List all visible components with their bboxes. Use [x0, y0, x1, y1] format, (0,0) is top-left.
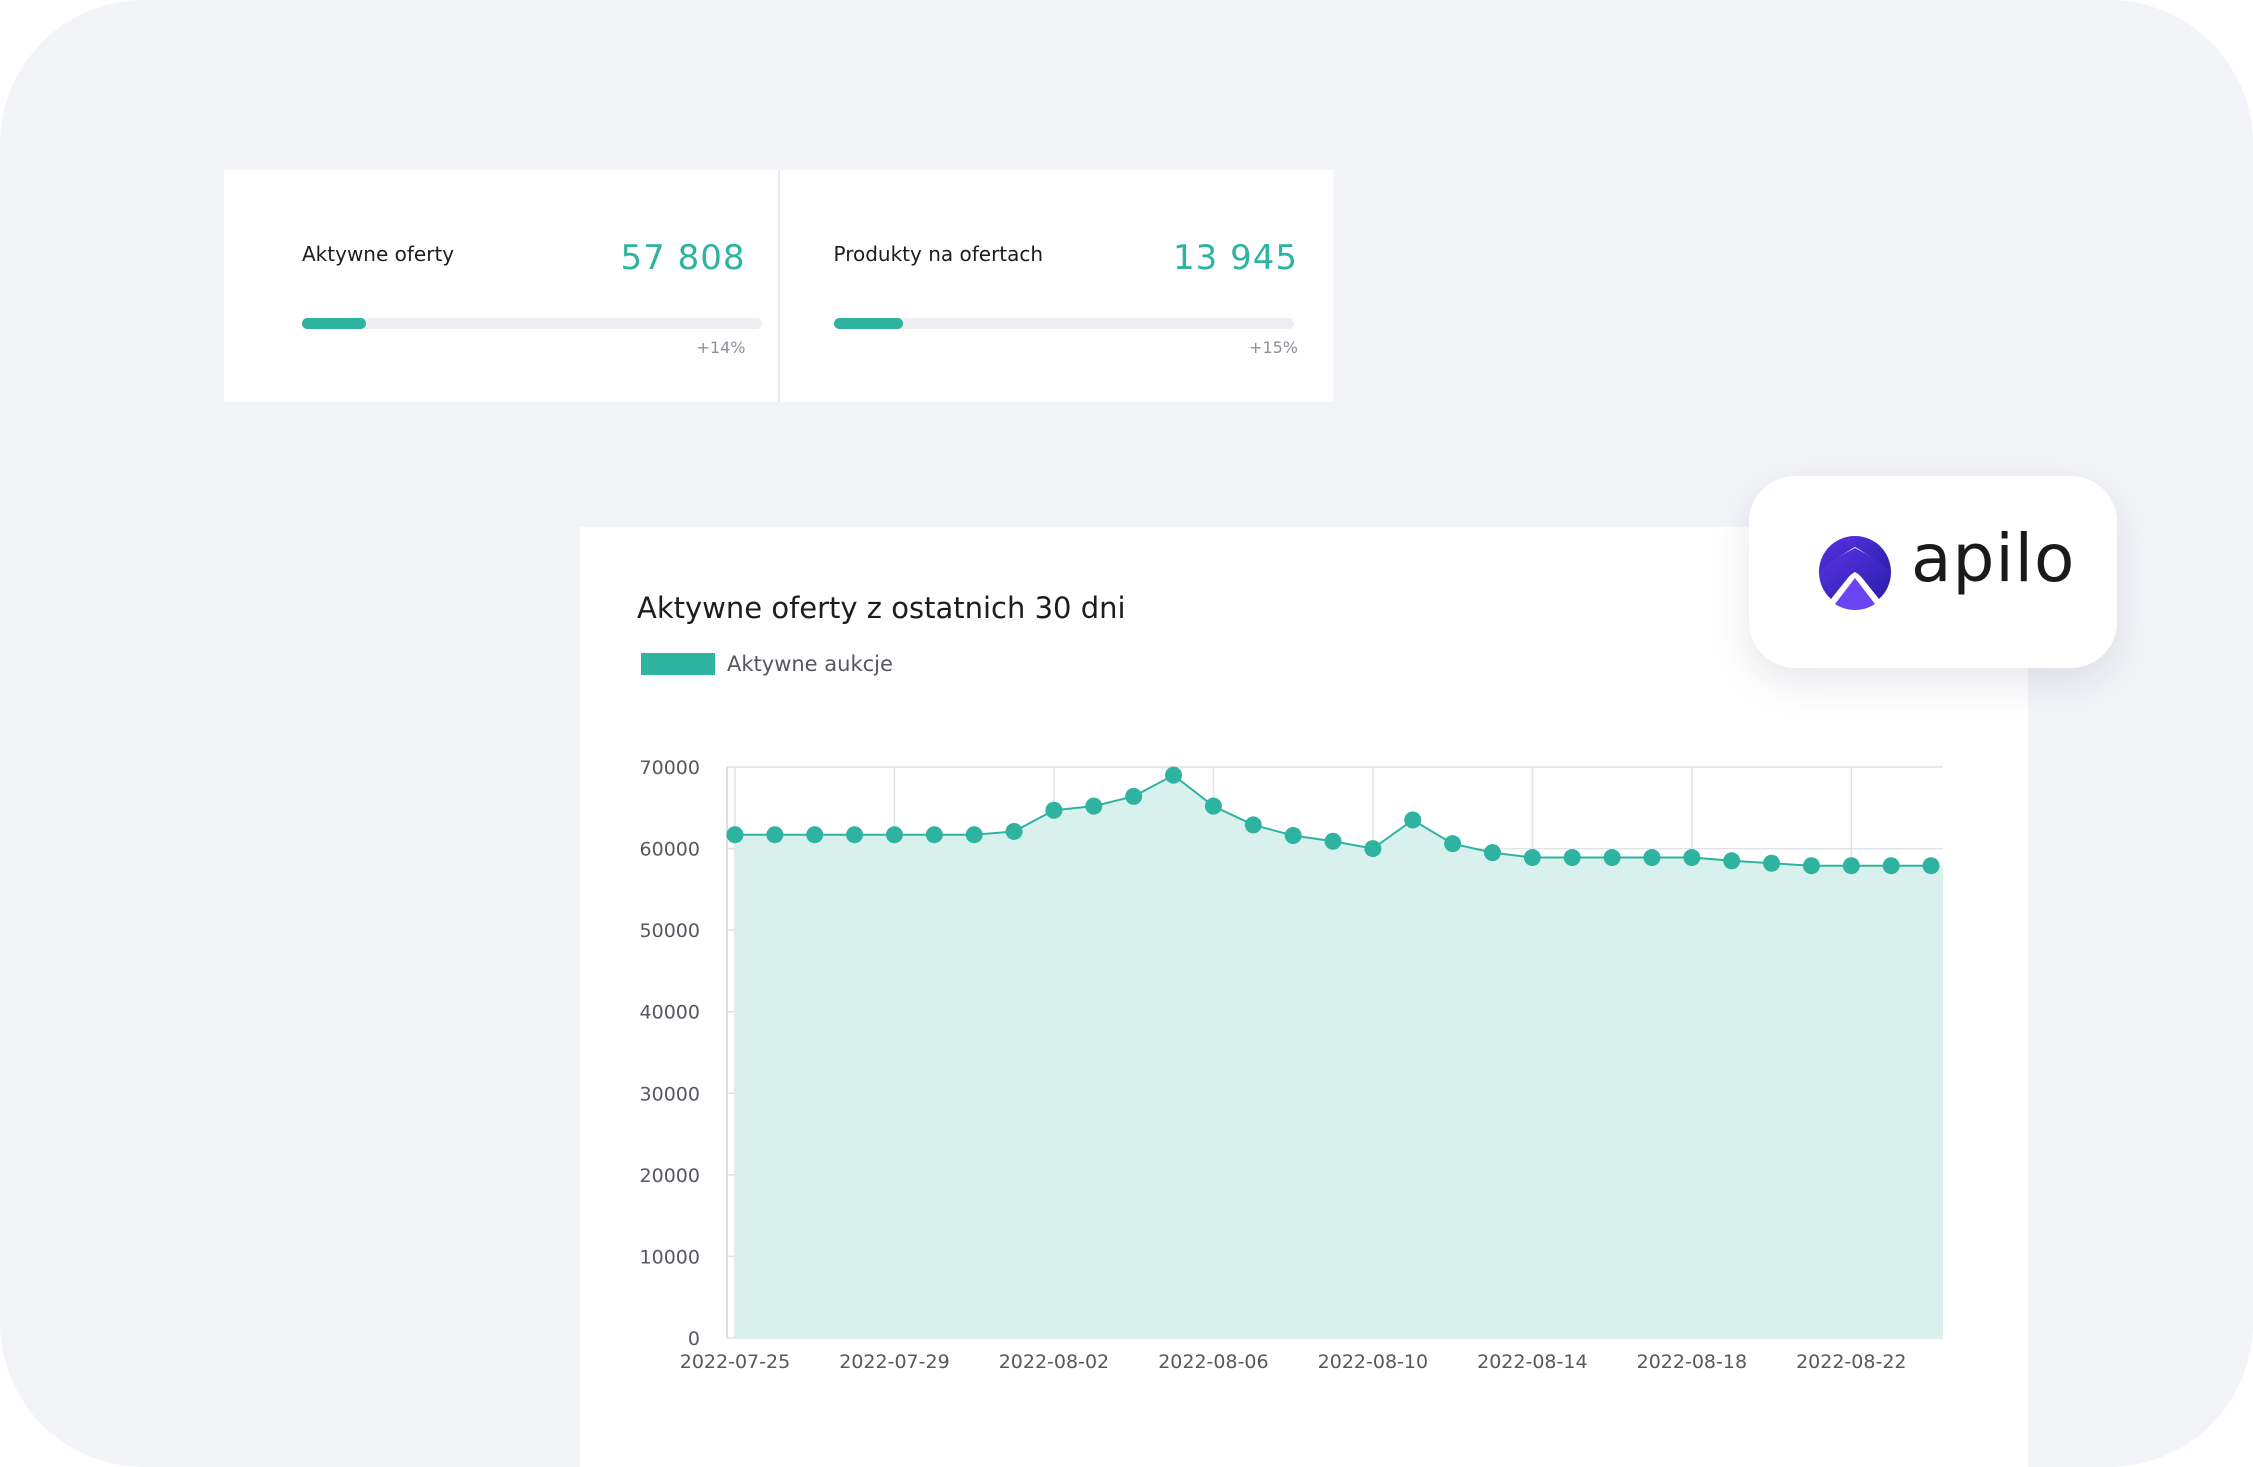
y-tick-label: 30000	[640, 1083, 700, 1105]
y-tick-label: 50000	[640, 920, 700, 942]
stat-products-on-offers: Produkty na ofertach 13 945 +15%	[777, 170, 1334, 402]
chart-title: Aktywne oferty z ostatnich 30 dni	[637, 591, 1126, 625]
data-point	[1244, 816, 1262, 834]
progress-fill	[302, 318, 367, 329]
x-tick-label: 2022-08-22	[1796, 1351, 1906, 1373]
x-tick-label: 2022-07-25	[680, 1351, 790, 1373]
y-tick-label: 70000	[640, 757, 700, 779]
data-point	[1404, 811, 1422, 829]
data-point	[1085, 797, 1103, 815]
progress-fill	[833, 318, 903, 329]
data-point	[1882, 857, 1900, 875]
progress-bar	[302, 318, 762, 329]
data-point	[1723, 852, 1741, 870]
data-point	[1364, 840, 1382, 858]
data-point	[1802, 857, 1820, 875]
x-tick-label: 2022-08-06	[1158, 1351, 1268, 1373]
stat-delta: +14%	[696, 338, 746, 357]
x-tick-label: 2022-08-02	[999, 1351, 1109, 1373]
stat-label: Produkty na ofertach	[833, 242, 1044, 266]
data-point	[806, 826, 824, 844]
stats-card: Aktywne oferty 57 808 +14% Produkty na o…	[224, 170, 1333, 402]
data-point	[1683, 849, 1701, 867]
x-tick-label: 2022-08-10	[1318, 1351, 1428, 1373]
series-area	[734, 775, 1943, 1338]
data-point	[1643, 849, 1661, 867]
data-point	[1284, 827, 1302, 845]
legend-label: Aktywne aukcje	[727, 652, 893, 676]
data-point	[1603, 849, 1621, 867]
y-tick-label: 0	[688, 1328, 700, 1350]
apilo-wordmark: apilo	[1911, 520, 2076, 597]
data-point	[1045, 801, 1063, 819]
x-tick-label: 2022-07-29	[839, 1351, 949, 1373]
data-point	[1444, 835, 1462, 853]
active-offers-chart: 0 10000 20000 30000 40000 50000 60000 70000 2022…	[640, 757, 1943, 1373]
data-point	[1165, 766, 1183, 784]
data-point	[1005, 822, 1023, 840]
stat-active-offers: Aktywne oferty 57 808 +14%	[224, 170, 778, 402]
legend-swatch	[641, 653, 715, 675]
data-point	[726, 826, 744, 844]
data-point	[1763, 854, 1781, 872]
data-point	[1922, 857, 1940, 875]
data-point	[766, 826, 784, 844]
stat-value: 57 808	[620, 238, 746, 278]
data-point	[1842, 857, 1860, 875]
data-point	[1204, 797, 1222, 815]
data-point	[1483, 844, 1501, 862]
y-tick-label: 20000	[640, 1165, 700, 1187]
stat-label: Aktywne oferty	[302, 242, 455, 266]
data-point	[1523, 849, 1541, 867]
y-tick-label: 60000	[640, 839, 700, 861]
data-point	[1563, 849, 1581, 867]
progress-bar	[833, 318, 1294, 329]
apilo-logo-badge: apilo	[1749, 476, 2117, 668]
apilo-logo-icon	[1819, 536, 1891, 610]
stat-value: 13 945	[1173, 238, 1298, 278]
x-tick-label: 2022-08-18	[1637, 1351, 1747, 1373]
data-point	[1125, 787, 1143, 805]
chart-card: Aktywne oferty z ostatnich 30 dni Aktywn…	[580, 527, 2028, 1467]
data-point	[965, 826, 983, 844]
data-point	[846, 826, 864, 844]
y-tick-label: 40000	[640, 1002, 700, 1024]
chart-legend[interactable]: Aktywne aukcje	[641, 652, 893, 676]
x-tick-label: 2022-08-14	[1477, 1351, 1587, 1373]
data-point	[925, 826, 943, 844]
y-tick-label: 10000	[640, 1246, 700, 1268]
data-point	[885, 826, 903, 844]
data-point	[1324, 832, 1342, 850]
stat-delta: +15%	[1249, 338, 1298, 357]
